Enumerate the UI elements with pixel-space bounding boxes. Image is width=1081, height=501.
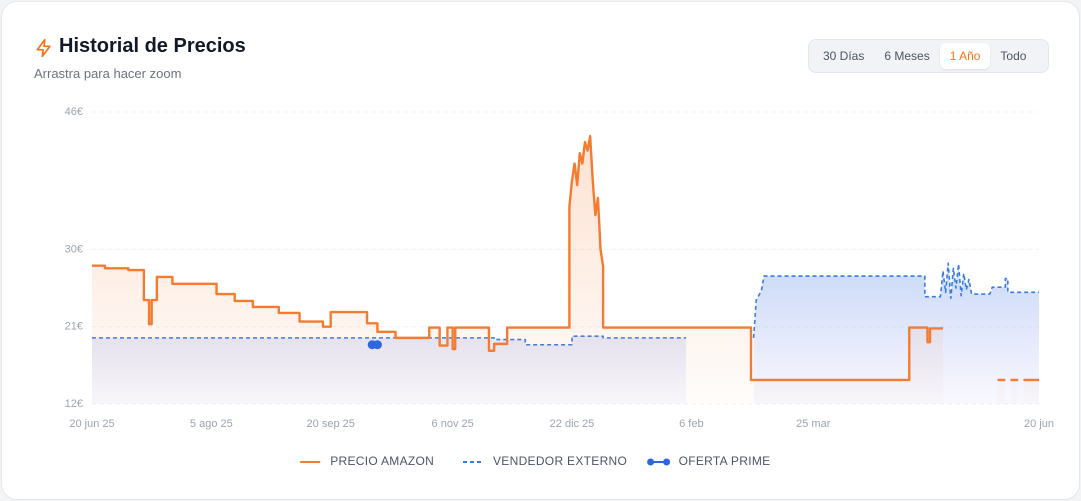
range-button[interactable]: 6 Meses xyxy=(884,49,930,63)
legend-label: OFERTA PRIME xyxy=(679,454,771,468)
prime-offer-point xyxy=(372,340,382,350)
range-button[interactable]: 30 Días xyxy=(823,49,865,63)
legend-dot xyxy=(663,458,671,466)
legend-item: OFERTA PRIME xyxy=(647,454,770,468)
range-button[interactable]: Todo xyxy=(1000,49,1027,63)
y-tick-label: 21€ xyxy=(65,321,83,333)
x-tick-label: 20 jun 25 xyxy=(69,418,114,430)
x-tick-label: 6 nov 25 xyxy=(432,418,474,430)
legend-label: PRECIO AMAZON xyxy=(330,454,434,468)
range-button[interactable]: 1 Año xyxy=(939,43,991,69)
x-tick-label: 20 sep 25 xyxy=(307,418,355,430)
series-area xyxy=(92,136,1039,404)
subtitle: Arrastra para hacer zoom xyxy=(34,66,182,81)
lightning-icon xyxy=(36,38,51,58)
legend-dot xyxy=(647,458,655,466)
legend-label: VENDEDOR EXTERNO xyxy=(493,454,627,468)
x-tick-label: 5 ago 25 xyxy=(190,418,233,430)
legend-item: VENDEDOR EXTERNO xyxy=(463,454,627,468)
x-tick-label: 22 dic 25 xyxy=(550,418,595,430)
x-tick-label: 6 feb xyxy=(679,418,703,430)
x-tick-label: 25 mar xyxy=(796,418,831,430)
y-tick-label: 12€ xyxy=(65,398,83,410)
range-selector: 30 Días 6 Meses 1 Año Todo xyxy=(808,39,1049,73)
legend-item: PRECIO AMAZON xyxy=(300,454,434,468)
title: Historial de Precios xyxy=(59,35,246,57)
series-line xyxy=(92,134,1039,382)
y-tick-label: 30€ xyxy=(65,243,83,255)
y-tick-label: 46€ xyxy=(65,106,83,118)
x-tick-label: 20 jun xyxy=(1024,418,1054,430)
